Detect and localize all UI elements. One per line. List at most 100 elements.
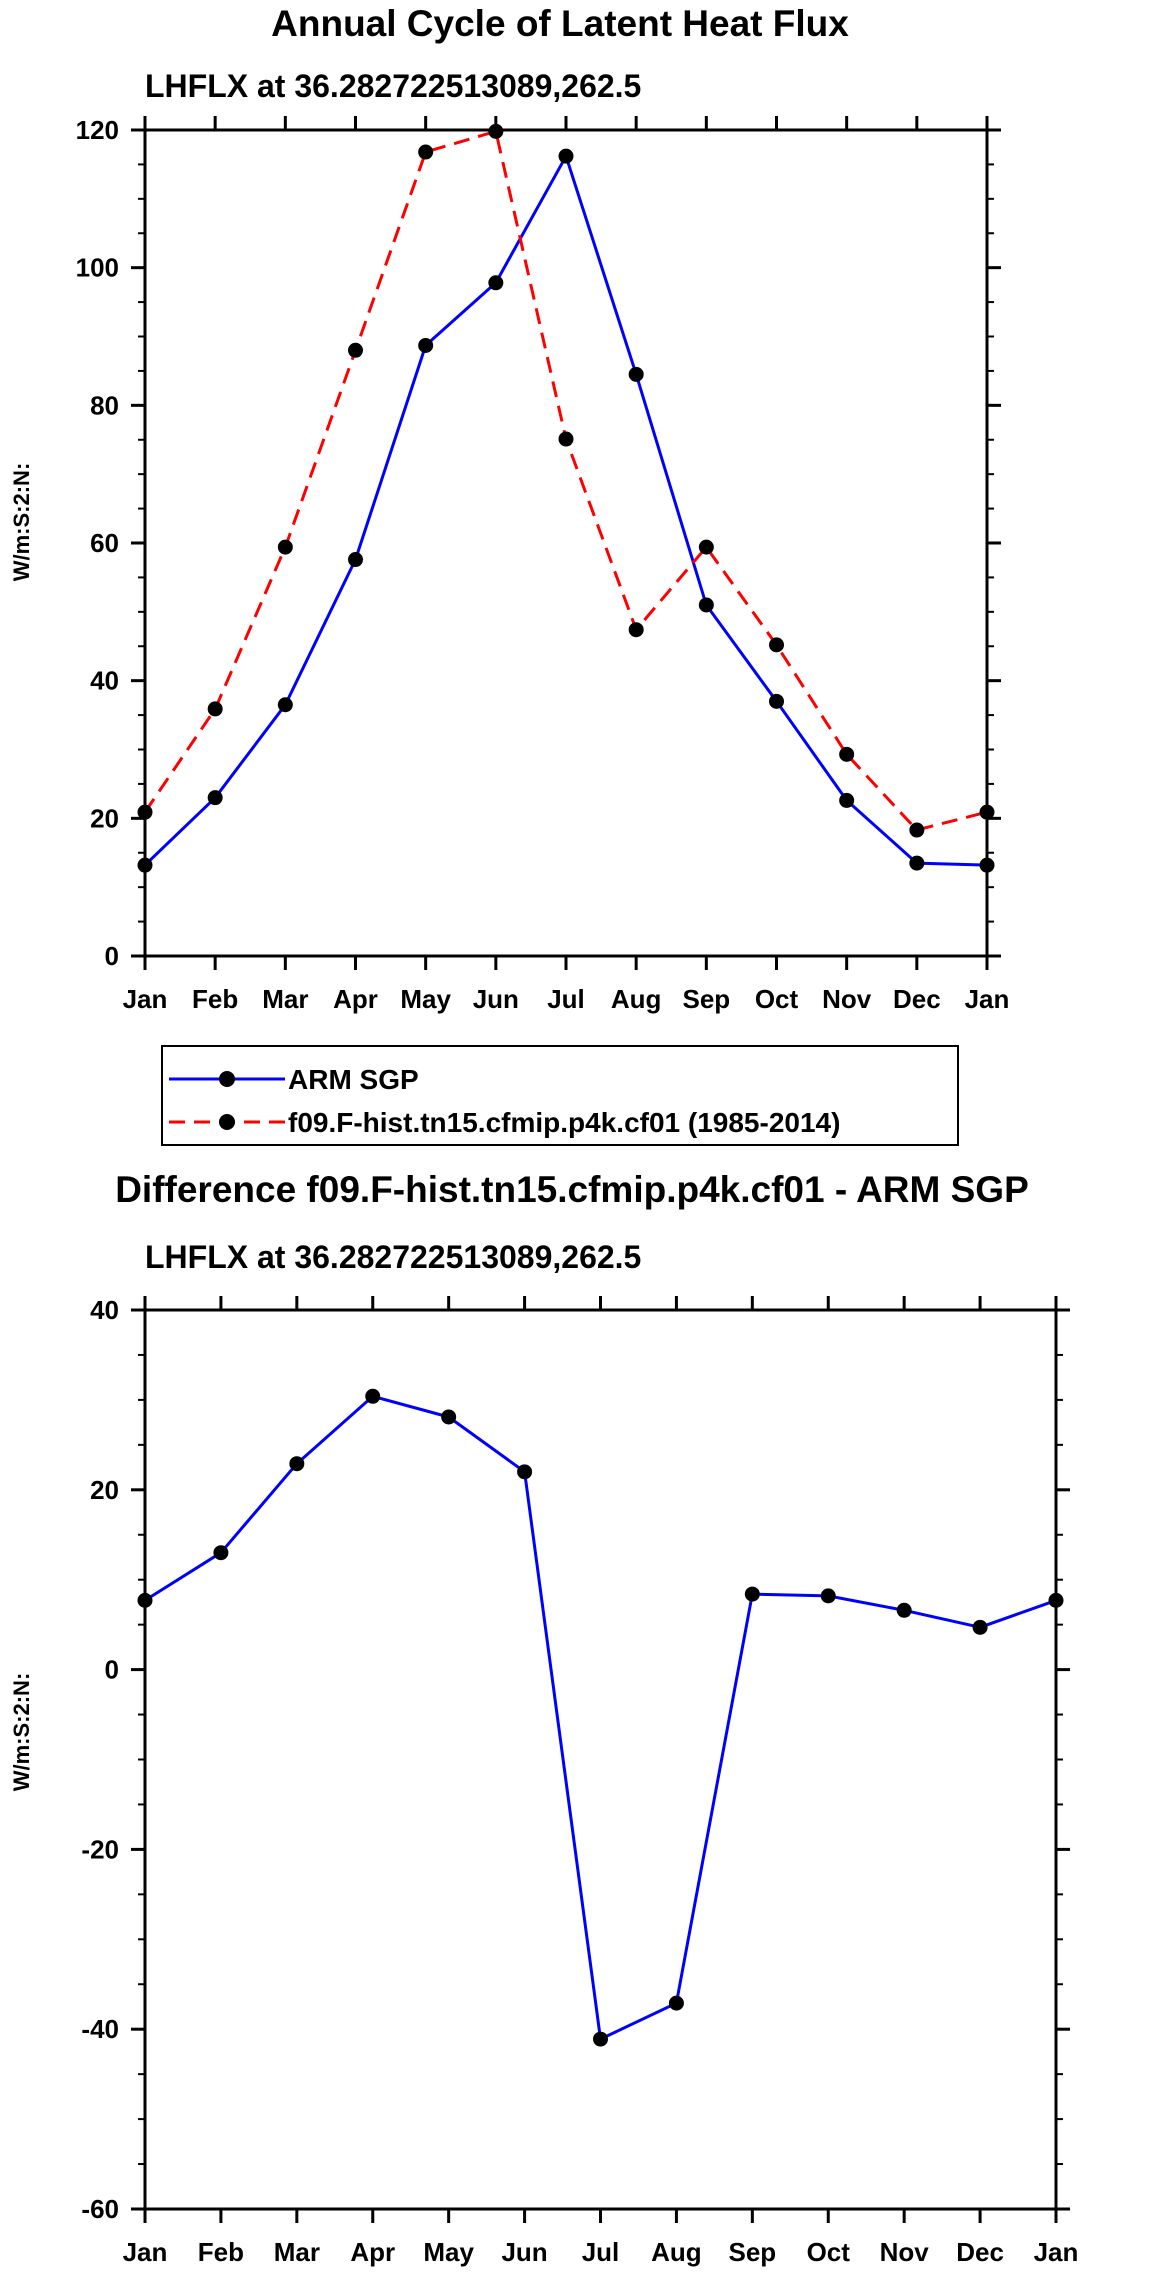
x-tick-label: Apr — [333, 984, 378, 1014]
axes-1 — [131, 116, 1001, 970]
data-point-primary — [668, 1995, 684, 2011]
data-point-primary — [698, 597, 714, 613]
data-point-primary — [558, 148, 574, 164]
x-tick-labels-1: Jan Feb Mar Apr May Jun Jul Aug Sep Oct Nov Dec Jan — [123, 984, 1010, 1014]
data-point-primary — [839, 792, 855, 808]
data-point-secondary — [277, 539, 293, 555]
data-point-primary — [1048, 1592, 1064, 1608]
legend-marker-arm-sgp — [219, 1071, 235, 1087]
data-point-primary — [744, 1586, 760, 1602]
plot-frame — [143, 1308, 1058, 2211]
x-tick-label: Nov — [822, 984, 872, 1014]
data-point-primary — [769, 693, 784, 709]
series-markers-2 — [137, 1388, 1064, 2047]
x-tick-label: Mar — [262, 984, 308, 1014]
legend-box — [161, 1045, 959, 1146]
x-tick-label: Jul — [582, 2237, 620, 2267]
y-tick-label: 100 — [76, 253, 119, 283]
x-tick-label: May — [400, 984, 451, 1014]
data-point-secondary — [698, 539, 714, 555]
x-tick-label: Jul — [547, 984, 585, 1014]
chart-title-1: Annual Cycle of Latent Heat Flux — [271, 3, 849, 44]
legend-marker-f09 — [219, 1114, 235, 1130]
series-lines-1 — [143, 129, 988, 867]
data-point-primary — [896, 1602, 912, 1618]
x-tick-label: Jan — [123, 984, 168, 1014]
data-point-primary — [207, 790, 223, 806]
data-point-primary — [348, 552, 363, 568]
y-axis-label-1: W/m:S:2:N: — [9, 463, 34, 582]
data-point-primary — [488, 275, 504, 291]
y-tick-labels-1: 0 20 40 60 80 100 120 — [76, 115, 119, 971]
data-point-secondary — [769, 637, 784, 653]
x-tick-label: Nov — [880, 2237, 930, 2267]
legend-label-f09: f09.F-hist.tn15.cfmip.p4k.cf01 (1985-201… — [288, 1107, 840, 1138]
x-tick-label: Oct — [755, 984, 799, 1014]
data-point-primary — [628, 366, 644, 382]
y-tick-labels-2: -60 -40 -20 0 20 40 — [81, 1295, 119, 2224]
data-point-primary — [277, 697, 293, 713]
data-point-primary — [213, 1545, 229, 1561]
x-tick-label: Jun — [501, 2237, 547, 2267]
data-point-primary — [820, 1588, 836, 1604]
data-point-primary — [909, 855, 925, 871]
x-tick-label: Feb — [198, 2237, 244, 2267]
x-tick-label: Aug — [651, 2237, 702, 2267]
data-point-primary — [418, 337, 434, 353]
y-tick-label: 40 — [90, 1295, 119, 1325]
plot-frame — [143, 128, 989, 958]
data-point-secondary — [909, 822, 925, 838]
y-tick-label: 20 — [90, 1475, 119, 1505]
series-markers-1 — [137, 123, 995, 873]
x-tick-label: Feb — [192, 984, 238, 1014]
legend-label-arm-sgp: ARM SGP — [288, 1064, 419, 1095]
data-point-primary — [593, 2031, 608, 2047]
data-point-primary — [365, 1388, 381, 1404]
data-point-secondary — [979, 804, 995, 820]
x-tick-label: May — [423, 2237, 474, 2267]
x-tick-label: Sep — [682, 984, 730, 1014]
data-point-secondary — [558, 431, 574, 447]
x-tick-label: Jan — [965, 984, 1010, 1014]
data-point-primary — [137, 1592, 153, 1608]
data-point-primary — [441, 1409, 457, 1425]
x-tick-label: Apr — [350, 2237, 395, 2267]
y-tick-label: 20 — [90, 803, 119, 833]
x-tick-label: Dec — [893, 984, 941, 1014]
y-tick-label: 0 — [105, 1655, 119, 1685]
y-tick-label: 80 — [90, 390, 119, 420]
panel-1: Annual Cycle of Latent Heat Flux LHFLX a… — [9, 3, 1009, 1014]
x-tick-label: Dec — [956, 2237, 1004, 2267]
x-tick-label: Mar — [274, 2237, 320, 2267]
x-tick-label: Jan — [123, 2237, 168, 2267]
chart-subtitle-2: LHFLX at 36.282722513089,262.5 — [145, 1239, 641, 1275]
series-line-primary — [143, 154, 988, 867]
x-tick-label: Oct — [807, 2237, 851, 2267]
data-point-secondary — [839, 746, 855, 762]
series-line-primary — [144, 1394, 1057, 2041]
data-point-secondary — [137, 804, 153, 820]
data-point-secondary — [628, 622, 644, 638]
data-point-secondary — [418, 144, 434, 160]
legend: ARM SGP f09.F-hist.tn15.cfmip.p4k.cf01 (… — [161, 1045, 959, 1146]
y-tick-label: 120 — [76, 115, 119, 145]
data-point-primary — [289, 1456, 305, 1472]
data-point-primary — [517, 1464, 533, 1480]
data-point-primary — [972, 1619, 988, 1635]
x-tick-label: Jan — [1034, 2237, 1079, 2267]
y-tick-label: -40 — [81, 2014, 119, 2044]
data-point-primary — [137, 857, 153, 873]
y-axis-label-2: W/m:S:2:N: — [9, 1673, 34, 1792]
panel-2: Difference f09.F-hist.tn15.cfmip.p4k.cf0… — [9, 1169, 1078, 2267]
y-tick-label: 40 — [90, 666, 119, 696]
data-point-primary — [979, 857, 995, 873]
data-point-secondary — [348, 342, 363, 358]
x-tick-labels-2: Jan Feb Mar Apr May Jun Jul Aug Sep Oct Nov Dec Jan — [123, 2237, 1079, 2267]
x-tick-label: Aug — [611, 984, 662, 1014]
y-tick-label: -20 — [81, 1834, 119, 1864]
series-lines-2 — [144, 1394, 1057, 2041]
x-tick-label: Sep — [728, 2237, 776, 2267]
chart-subtitle-1: LHFLX at 36.282722513089,262.5 — [145, 68, 641, 104]
chart-title-2: Difference f09.F-hist.tn15.cfmip.p4k.cf0… — [115, 1169, 1029, 1210]
